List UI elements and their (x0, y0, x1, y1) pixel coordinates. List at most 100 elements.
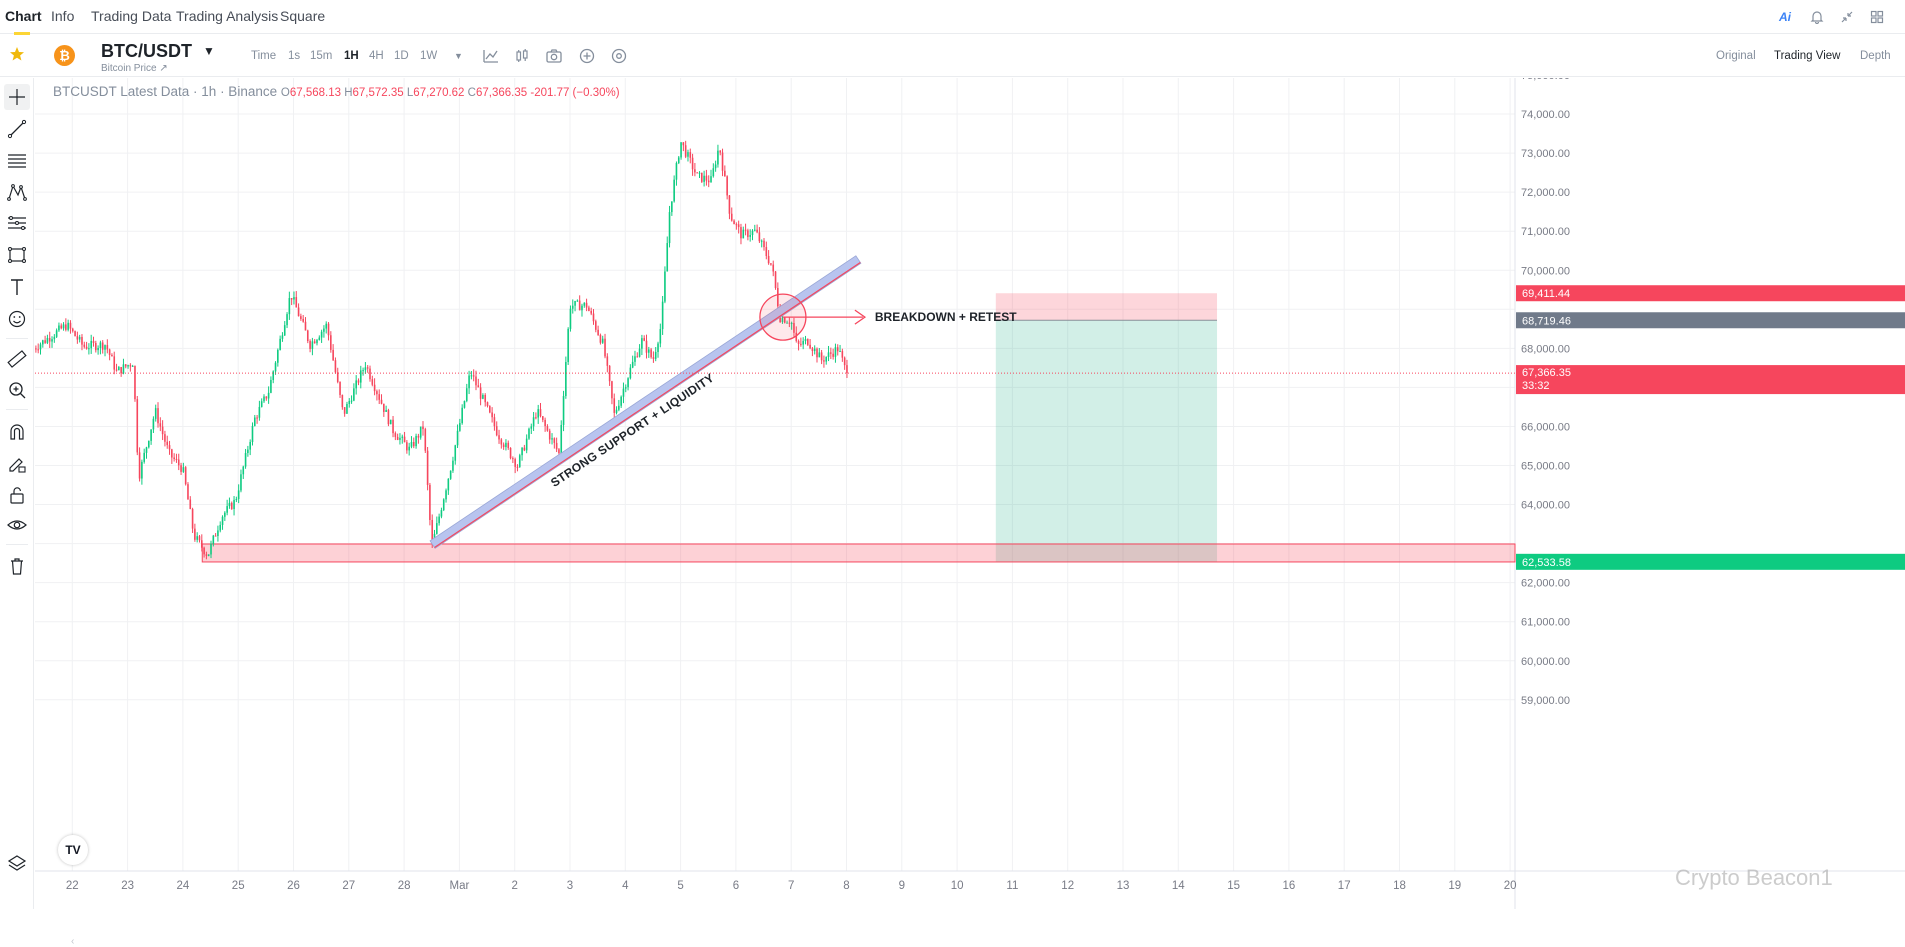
candle-body (217, 530, 219, 536)
fib-retracement-tool-icon[interactable] (4, 147, 30, 173)
candle-body (311, 341, 314, 349)
candle-body (537, 409, 540, 418)
candle-body (120, 367, 122, 374)
candle-body (244, 453, 247, 467)
chart-type-icon[interactable] (513, 47, 531, 65)
rectangle-tool-icon[interactable] (4, 242, 30, 268)
legend-ohlc: O67,568.13 H67,572.35 L67,270.62 C67,366… (280, 87, 620, 99)
timeframe-1d[interactable]: 1D (394, 50, 409, 62)
crosshair-tool-icon[interactable] (4, 84, 30, 110)
timeframe-time[interactable]: Time (251, 50, 277, 62)
candle-body (58, 325, 60, 331)
candle-body (606, 356, 609, 366)
candle-body (124, 364, 127, 367)
candle-body (811, 348, 814, 352)
ai-icon[interactable]: Ai (1779, 10, 1791, 24)
candle-body (263, 396, 265, 402)
tradingview-logo-icon[interactable]: TV (58, 835, 88, 865)
bell-icon[interactable] (1807, 7, 1827, 27)
candle-body (590, 310, 593, 314)
timeframe-1w[interactable]: 1W (420, 50, 438, 62)
candle-body (684, 145, 687, 157)
time-axis-tick-label: 7 (788, 880, 794, 892)
candle-body (129, 365, 132, 367)
tab-trading-analysis[interactable]: Trading Analysis (176, 8, 279, 24)
pattern-tool-icon[interactable] (4, 179, 30, 205)
candle-body (387, 410, 390, 425)
view-original[interactable]: Original (1716, 50, 1756, 62)
candle-body (647, 349, 650, 353)
candle-body (221, 516, 224, 525)
trading-pair-name[interactable]: BTC/USDT (101, 41, 192, 61)
candle-body (555, 442, 558, 450)
timeframe-1h[interactable]: 1H (344, 50, 359, 62)
active-tab-indicator (14, 32, 30, 35)
trash-icon[interactable] (4, 553, 30, 579)
candle-body (613, 398, 616, 413)
candle-body (440, 510, 443, 517)
timeframe-1s[interactable]: 1s (288, 50, 301, 62)
ruler-tool-icon[interactable] (4, 346, 30, 372)
timeframe-15m[interactable]: 15m (310, 50, 333, 62)
support-zone (201, 543, 1516, 563)
unlock-icon[interactable] (4, 482, 30, 508)
candle-body (300, 316, 302, 319)
candle-body (546, 426, 549, 431)
zoom-in-tool-icon[interactable] (4, 377, 30, 403)
candle-body (39, 344, 42, 350)
settings-gear-icon[interactable] (610, 47, 628, 65)
trend-line-tool-icon[interactable] (4, 116, 30, 142)
candle-body (81, 337, 83, 345)
prediction-tool-icon[interactable] (4, 210, 30, 236)
more-timeframes-caret-icon[interactable]: ▼ (454, 51, 463, 61)
tab-chart[interactable]: Chart (5, 8, 42, 24)
view-trading-view[interactable]: Trading View (1774, 50, 1841, 62)
candle-body (306, 330, 309, 341)
visibility-eye-icon[interactable] (4, 512, 30, 538)
candle-body (348, 401, 351, 404)
tab-square[interactable]: Square (280, 8, 326, 24)
candle-body (463, 400, 466, 408)
candle-body (620, 396, 622, 406)
candle-body (341, 394, 344, 408)
pair-dropdown-caret-icon[interactable]: ▼ (203, 44, 215, 58)
timeframe-4h[interactable]: 4H (369, 50, 384, 62)
candle-body (267, 392, 270, 399)
price-axis-tick-label: 74,000.00 (1521, 109, 1570, 121)
tab-info[interactable]: Info (51, 8, 75, 24)
emoji-tool-icon[interactable] (4, 306, 30, 332)
text-tool-icon[interactable] (4, 274, 30, 300)
candle-body (565, 362, 567, 397)
candle-body (99, 342, 102, 348)
candle-body (553, 438, 556, 443)
grid-layout-icon[interactable] (1867, 7, 1887, 27)
tab-trading-data[interactable]: Trading Data (91, 8, 172, 24)
favorite-star-icon[interactable] (8, 45, 26, 63)
collapse-arrows-icon[interactable] (1837, 7, 1857, 27)
magnet-tool-icon[interactable] (4, 419, 30, 445)
candle-body (251, 425, 254, 442)
candle-body (664, 271, 666, 302)
price-chart[interactable]: 59,000.00 60,000.00 61,000.00 62,000.00 64,0… (35, 78, 1905, 947)
candle-body (774, 271, 777, 289)
candle-body (806, 339, 809, 345)
candle-body (277, 349, 279, 363)
camera-icon[interactable] (545, 47, 563, 65)
view-depth[interactable]: Depth (1860, 50, 1891, 62)
lock-pencil-tool-icon[interactable] (4, 451, 30, 477)
top-navigation: Chart Info Trading Data Trading Analysis… (0, 0, 1905, 35)
candle-body (578, 300, 581, 311)
collapse-toolbar-chevron-icon[interactable]: ‹ (71, 936, 75, 947)
layers-icon[interactable] (4, 850, 30, 876)
candle-body (115, 369, 118, 371)
candle-body (141, 461, 143, 479)
price-axis-tick-label: 61,000.00 (1521, 617, 1570, 629)
indicators-icon[interactable] (482, 47, 500, 65)
candle-body (150, 429, 152, 441)
candle-body (599, 334, 602, 343)
candlestick-chart-svg[interactable]: 59,000.00 60,000.00 61,000.00 62,000.00 64,0… (35, 78, 1905, 909)
candle-body (475, 376, 477, 386)
add-compare-icon[interactable] (578, 47, 596, 65)
candle-body (410, 442, 413, 447)
bitcoin-price-link[interactable]: Bitcoin Price ↗ (101, 63, 168, 74)
